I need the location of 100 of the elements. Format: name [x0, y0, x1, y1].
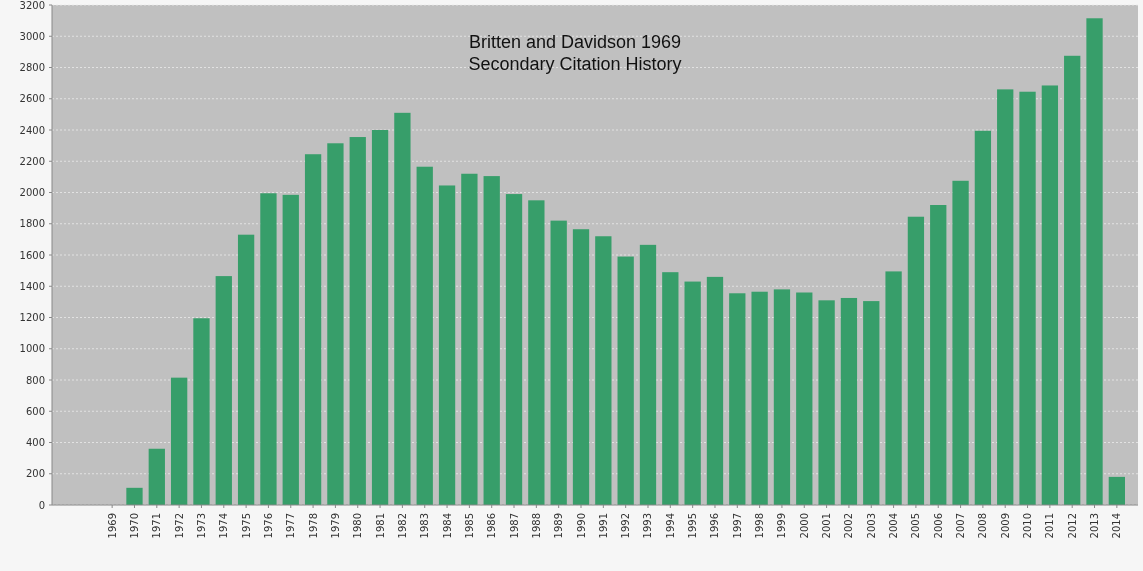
x-tick-label: 1972 — [173, 513, 185, 539]
y-tick-label: 1000 — [19, 343, 45, 355]
x-tick-label: 1987 — [508, 513, 520, 539]
bar — [595, 236, 612, 505]
x-tick-label: 1993 — [642, 513, 654, 539]
x-tick-label: 1986 — [486, 513, 498, 539]
y-tick-label: 2400 — [19, 124, 45, 136]
bar — [1108, 476, 1125, 505]
bar — [997, 89, 1014, 505]
x-tick-label: 1994 — [664, 513, 676, 539]
x-tick-label: 1970 — [128, 513, 140, 539]
bar — [684, 281, 701, 505]
x-tick-label: 1971 — [151, 513, 163, 539]
x-tick-label: 1982 — [396, 513, 408, 539]
x-tick-label: 2003 — [865, 513, 877, 539]
y-tick-label: 1400 — [19, 280, 45, 292]
bar — [349, 137, 366, 505]
y-tick-label: 1600 — [19, 249, 45, 261]
y-tick-label: 1800 — [19, 218, 45, 230]
bar — [1086, 18, 1103, 505]
x-tick-label: 2012 — [1066, 513, 1078, 539]
bar — [237, 234, 255, 505]
bar — [662, 272, 679, 505]
bar — [260, 193, 277, 505]
x-tick-label: 2000 — [798, 513, 810, 539]
bar — [863, 301, 880, 505]
bar — [751, 291, 768, 505]
y-tick-label: 800 — [25, 374, 45, 386]
bar — [215, 276, 232, 505]
x-tick-label: 2014 — [1111, 513, 1123, 539]
x-tick-label: 2006 — [932, 513, 944, 539]
x-tick-label: 1995 — [687, 513, 699, 539]
bar — [639, 244, 657, 505]
bar — [394, 112, 411, 505]
x-tick-label: 1974 — [218, 513, 230, 539]
x-tick-label: 2013 — [1089, 513, 1101, 539]
bar — [974, 130, 992, 505]
x-tick-label: 1980 — [352, 513, 364, 539]
y-tick-label: 2600 — [19, 93, 45, 105]
bar — [505, 194, 523, 505]
x-tick-label: 2001 — [821, 513, 833, 539]
x-tick-label: 2010 — [1022, 513, 1034, 539]
bar — [617, 256, 634, 505]
bar — [327, 143, 344, 505]
x-tick-label: 1979 — [329, 513, 341, 539]
text: Britten and Davidson 1969 Secondary Citation History — [468, 32, 682, 74]
y-tick-label: 400 — [25, 437, 45, 448]
x-tick-label: 1999 — [776, 513, 788, 539]
x-tick-label: 1978 — [307, 513, 319, 539]
x-tick-label: 1975 — [240, 513, 252, 539]
x-tick-label: 1984 — [441, 513, 453, 539]
x-tick-label: 1991 — [597, 513, 609, 539]
x-tick-label: 1996 — [709, 513, 721, 539]
bar — [885, 271, 902, 505]
x-tick-label: 2004 — [888, 513, 900, 539]
bar — [729, 293, 746, 505]
bar — [438, 185, 456, 505]
x-tick-label: 2007 — [955, 513, 967, 539]
x-tick-label: 1976 — [262, 513, 274, 539]
x-tick-label: 1983 — [419, 513, 431, 539]
bar — [416, 166, 433, 505]
y-tick-label: 3000 — [19, 30, 45, 42]
bar — [170, 377, 188, 505]
y-tick-label: 1200 — [19, 312, 45, 323]
y-tick-label: 2800 — [19, 62, 45, 73]
y-tick-label: 600 — [25, 405, 45, 417]
x-tick-label: 1997 — [731, 513, 743, 539]
bar — [528, 200, 545, 505]
x-tick-label: 2008 — [977, 513, 989, 539]
bar — [907, 216, 925, 505]
bar — [840, 297, 858, 505]
x-tick-label: 1973 — [195, 513, 207, 539]
x-tick-label: 1985 — [463, 513, 475, 539]
y-tick-label: 2000 — [19, 187, 45, 198]
x-tick-label: 2005 — [910, 513, 922, 539]
bar — [818, 300, 835, 505]
bar — [572, 229, 590, 505]
bar — [1019, 91, 1036, 505]
x-tick-label: 2009 — [999, 513, 1011, 539]
x-tick-label: 1989 — [553, 513, 565, 539]
bar — [706, 276, 724, 505]
bar — [371, 130, 389, 505]
bar — [1064, 55, 1081, 505]
x-tick-label: 2011 — [1044, 513, 1056, 539]
y-tick-label: 200 — [25, 468, 45, 480]
bar — [461, 173, 478, 505]
bar — [282, 194, 299, 505]
y-tick-label: 3200 — [19, 0, 45, 11]
y-tick-label: 2200 — [19, 155, 45, 167]
x-tick-label: 1977 — [285, 513, 297, 539]
bar — [148, 448, 165, 505]
bar — [126, 487, 143, 505]
x-tick-label: 1981 — [374, 513, 386, 539]
bar — [773, 289, 791, 505]
x-tick-label: 1969 — [106, 513, 118, 539]
bar — [483, 176, 500, 505]
x-tick-label: 1990 — [575, 513, 587, 539]
bar — [952, 180, 969, 505]
bar — [1041, 85, 1059, 505]
bar — [304, 154, 322, 505]
